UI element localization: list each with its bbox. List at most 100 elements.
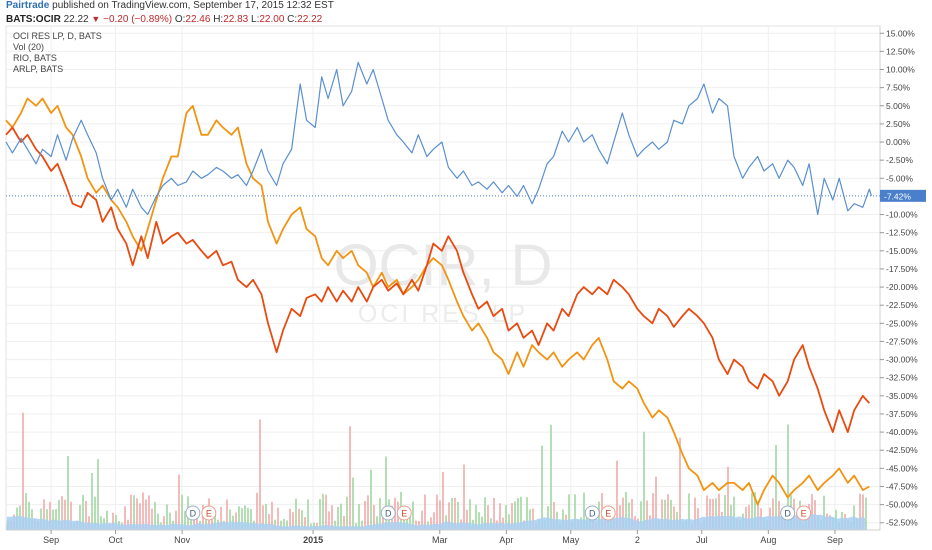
y-tick-label: 10.00% — [886, 65, 915, 75]
y-tick-label: -32.50% — [886, 373, 918, 383]
volume-bar — [58, 499, 60, 530]
legend-item-rio[interactable]: RIO, BATS — [13, 53, 57, 63]
volume-bar — [307, 499, 309, 530]
volume-bar — [226, 499, 228, 530]
volume-bar — [190, 512, 192, 530]
volume-bar — [661, 499, 663, 530]
volume-bar — [622, 497, 624, 530]
volume-bar — [91, 473, 93, 530]
volume-bar — [688, 493, 690, 530]
volume-bar — [148, 495, 150, 530]
volume-bar — [424, 494, 426, 530]
volume-bar — [283, 518, 285, 530]
volume-bar — [277, 507, 279, 530]
volume-bar — [349, 426, 351, 530]
y-tick-label: -47.50% — [886, 481, 918, 491]
y-tick-label: -27.50% — [886, 336, 918, 346]
current-value-line: -7.42% — [6, 189, 926, 202]
volume-bar — [133, 495, 135, 530]
volume-bar — [250, 508, 252, 530]
volume-bar — [772, 498, 774, 530]
volume-bar — [430, 517, 432, 530]
volume-bar — [811, 493, 813, 530]
volume-bar — [574, 494, 576, 530]
volume-bar — [115, 515, 117, 530]
legend-item-ocir[interactable]: OCI RES LP, D, BATS — [13, 31, 102, 41]
volume-bar — [292, 512, 294, 530]
volume-bar — [439, 500, 441, 530]
volume-bar — [163, 516, 165, 530]
y-tick-label: -50.00% — [886, 500, 918, 510]
quote-bar: BATS:OCIR 22.22 ▼ −0.20 (−0.89%) O:22.46… — [0, 13, 932, 25]
close-value: 22.22 — [297, 14, 323, 25]
volume-bar — [244, 505, 246, 530]
volume-bar — [67, 456, 69, 530]
volume-bar — [22, 412, 24, 530]
volume-bar — [469, 499, 471, 530]
volume-bar — [454, 497, 456, 530]
volume-bar — [274, 519, 276, 530]
y-tick-label: -45.00% — [886, 463, 918, 473]
volume-bar — [667, 494, 669, 530]
marker-d-badge — [780, 505, 796, 521]
volume-bar — [142, 492, 144, 530]
volume-bar — [205, 513, 207, 530]
volume-bar — [319, 499, 321, 530]
volume-bar — [643, 431, 645, 530]
series-line-arlp — [5, 97, 870, 506]
y-tick-label: 2.50% — [886, 119, 911, 129]
volume-bar — [511, 503, 513, 530]
volume-bar — [616, 460, 618, 530]
volume-bar — [865, 497, 867, 530]
x-tick-label: Sep — [827, 535, 843, 545]
volume-bar — [157, 513, 159, 530]
quote-symbol[interactable]: BATS:OCIR — [6, 14, 61, 25]
volume-bar — [568, 494, 570, 530]
volume-bar — [241, 508, 243, 530]
volume-bar — [670, 499, 672, 530]
marker-e-badge — [796, 505, 812, 521]
volume-bar — [712, 498, 714, 530]
y-tick-label: -25.00% — [886, 318, 918, 328]
volume-bar — [652, 493, 654, 530]
marker-d-badge — [380, 505, 396, 521]
volume-bar — [379, 498, 381, 530]
x-axis: Sep Oct Nov 2015 Mar Apr May 2 Jul Aug Sep — [6, 529, 880, 545]
volume-bar — [331, 505, 333, 530]
x-tick-label: Aug — [760, 535, 776, 545]
volume-bar — [625, 491, 627, 530]
volume-bar — [475, 504, 477, 530]
volume-bar — [724, 495, 726, 530]
x-tick-label: 2015 — [303, 535, 323, 545]
volume-bar — [175, 510, 177, 530]
author-link[interactable]: Pairtrade — [6, 0, 50, 11]
volume-bar — [328, 511, 330, 530]
volume-bar — [337, 506, 339, 530]
volume-bar — [220, 506, 222, 530]
watermark-symbol: OCIR, D — [333, 233, 552, 298]
volume-bar — [463, 464, 465, 530]
volume-bar — [166, 504, 168, 530]
volume-bar — [751, 492, 753, 530]
volume-bar — [646, 500, 648, 530]
volume-bar — [433, 512, 435, 530]
down-arrow-icon: ▼ — [91, 14, 101, 24]
volume-bar — [145, 499, 147, 530]
volume-bar — [376, 516, 378, 530]
legend-item-volume[interactable]: Vol (20) — [13, 42, 45, 52]
volume-bar — [352, 477, 354, 530]
x-tick-label: May — [562, 535, 580, 545]
volume-bar — [526, 497, 528, 530]
volume-bar — [55, 509, 57, 530]
volume-bar — [385, 456, 387, 530]
publish-header: Pairtrade published on TradingView.com, … — [0, 0, 932, 13]
volume-bar — [727, 466, 729, 530]
volume-bar — [364, 501, 366, 530]
volume-bar — [694, 497, 696, 530]
legend-item-arlp[interactable]: ARLP, BATS — [13, 64, 64, 74]
volume-bar — [655, 476, 657, 530]
volume-bar — [97, 459, 99, 530]
y-tick-label: -2.50% — [886, 155, 913, 165]
volume-bar — [754, 492, 756, 530]
